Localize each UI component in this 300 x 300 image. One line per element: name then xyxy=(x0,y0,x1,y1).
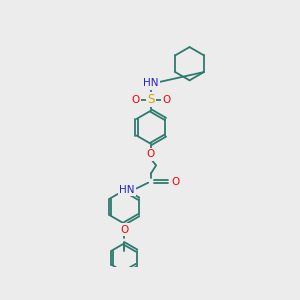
Text: O: O xyxy=(171,176,180,187)
Text: S: S xyxy=(147,93,155,106)
Text: O: O xyxy=(131,94,140,104)
Text: O: O xyxy=(163,94,171,104)
Text: O: O xyxy=(120,225,128,235)
Text: O: O xyxy=(147,149,155,159)
Text: HN: HN xyxy=(143,78,159,88)
Text: HN: HN xyxy=(119,184,135,195)
